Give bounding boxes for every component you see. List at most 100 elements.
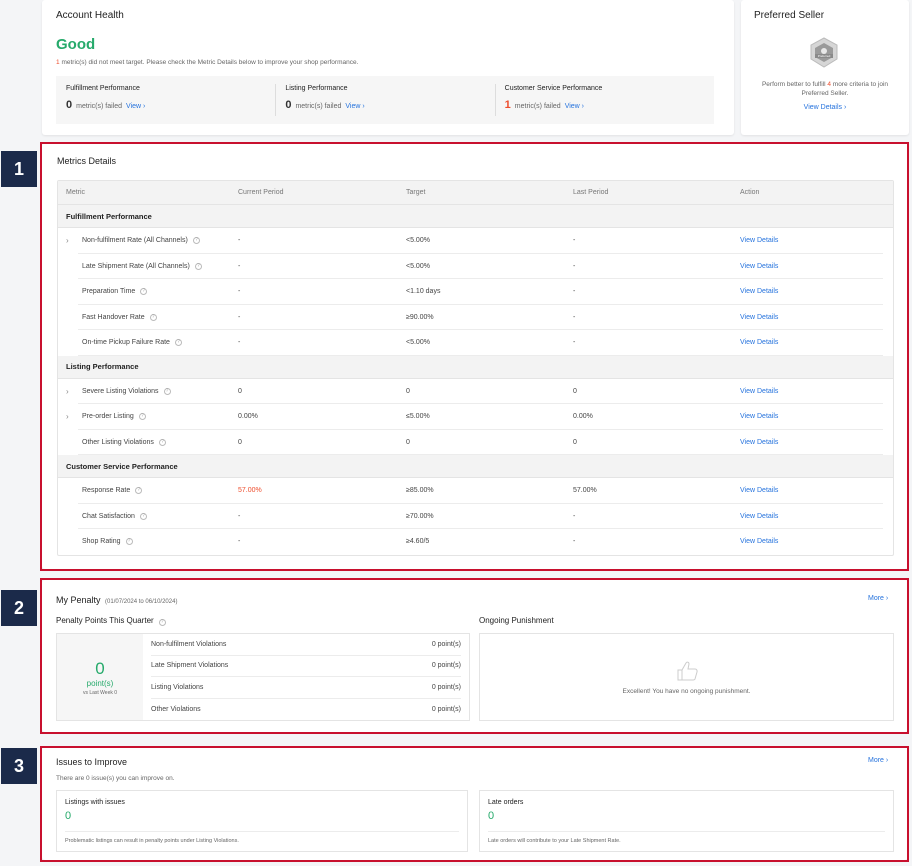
issue-card-listings[interactable]: Listings with issues 0 Problematic listi… bbox=[56, 790, 468, 852]
penalty-vs-text: vs Last Week 0 bbox=[82, 689, 118, 696]
target-cell: ≥85.00% bbox=[406, 487, 434, 495]
account-health-title: Account Health bbox=[56, 10, 124, 21]
issues-more-link[interactable]: More › bbox=[868, 757, 889, 764]
issue-card-title: Late orders bbox=[488, 799, 524, 806]
issues-card bbox=[42, 747, 908, 860]
preferred-seller-text: Perform better to fulfill 4 more criteri… bbox=[761, 81, 889, 97]
help-icon[interactable]: ? bbox=[139, 512, 147, 520]
help-icon[interactable]: ? bbox=[140, 288, 148, 296]
help-icon[interactable]: ? bbox=[135, 487, 143, 495]
metric-name-cell: Shop Rating? bbox=[58, 538, 238, 546]
ongoing-punishment-box: Excellent! You have no ongoing punishmen… bbox=[479, 633, 894, 721]
metric-name-cell: › Severe Listing Violations? bbox=[58, 387, 238, 396]
thumbs-up-icon bbox=[675, 660, 699, 682]
issue-card-title: Listings with issues bbox=[65, 799, 125, 806]
penalty-card bbox=[42, 580, 908, 732]
current-period-cell: - bbox=[238, 237, 241, 245]
account-health-card: Account Health Good 1 metric(s) did not … bbox=[42, 0, 734, 135]
metric-name-cell: Chat Satisfaction? bbox=[58, 512, 238, 520]
fulfillment-summary: Fulfillment Performance 0 metric(s) fail… bbox=[56, 76, 275, 124]
section-badge-2: 2 bbox=[1, 590, 37, 626]
account-health-status: Good bbox=[56, 36, 96, 53]
issue-card-note: Late orders will contribute to your Late… bbox=[488, 838, 621, 844]
view-details-link[interactable]: View Details bbox=[740, 538, 779, 546]
highlight-frame-3 bbox=[40, 746, 909, 862]
table-section-header: Customer Service Performance bbox=[58, 455, 893, 478]
preferred-view-details-link[interactable]: View Details › bbox=[803, 104, 847, 111]
target-cell: ≥90.00% bbox=[406, 313, 434, 321]
current-period-cell: - bbox=[238, 538, 241, 546]
chevron-right-icon[interactable]: › bbox=[66, 412, 69, 422]
penalty-row: Late Shipment Violations 0 point(s) bbox=[151, 656, 461, 677]
table-row: › Severe Listing Violations? 0 0 0 View Detai… bbox=[58, 379, 893, 405]
view-details-link[interactable]: View Details bbox=[740, 487, 779, 495]
metric-name-cell: › Pre-order Listing? bbox=[58, 412, 238, 421]
target-cell: 0 bbox=[406, 438, 410, 446]
help-icon[interactable]: ? bbox=[163, 387, 171, 395]
help-icon[interactable]: ? bbox=[194, 262, 202, 270]
issue-card-late-orders[interactable]: Late orders 0 Late orders will contribut… bbox=[479, 790, 894, 852]
view-details-link[interactable]: View Details bbox=[740, 262, 779, 270]
penalty-breakdown: Non-fulfilment Violations 0 point(s) Late… bbox=[143, 634, 469, 720]
preferred-seller-title: Preferred Seller bbox=[754, 10, 825, 21]
target-cell: <5.00% bbox=[406, 339, 430, 347]
view-fulfillment-link[interactable]: View › bbox=[126, 103, 146, 110]
view-details-link[interactable]: View Details bbox=[740, 438, 779, 446]
penalty-more-link[interactable]: More › bbox=[868, 595, 889, 602]
metric-name: Chat Satisfaction bbox=[82, 512, 135, 520]
chevron-right-icon[interactable]: › bbox=[66, 236, 69, 246]
view-details-link[interactable]: View Details bbox=[740, 339, 779, 347]
metric-name: On-time Pickup Failure Rate bbox=[82, 339, 170, 347]
help-icon[interactable]: ? bbox=[174, 339, 182, 347]
penalty-period: (01/07/2024 to 06/10/2024) bbox=[105, 599, 178, 605]
table-row: On-time Pickup Failure Rate? - <5.00% - View… bbox=[58, 330, 893, 356]
metric-name-cell: Response Rate? bbox=[58, 487, 238, 495]
metric-name: Preparation Time bbox=[82, 288, 136, 296]
help-icon[interactable]: ? bbox=[192, 237, 200, 245]
issue-card-note: Problematic listings can result in penal… bbox=[65, 838, 239, 844]
listing-summary: Listing Performance 0 metric(s) failed V… bbox=[275, 76, 494, 124]
current-period-cell: - bbox=[238, 512, 241, 520]
account-health-note-text: metric(s) did not meet target. Please ch… bbox=[61, 59, 359, 66]
target-cell: ≤5.00% bbox=[406, 413, 430, 421]
view-details-link[interactable]: View Details bbox=[740, 512, 779, 520]
penalty-title: My Penalty (01/07/2024 to 06/10/2024) bbox=[56, 595, 178, 605]
last-period-cell: - bbox=[573, 288, 576, 296]
table-section-header: Listing Performance bbox=[58, 355, 893, 379]
current-period-cell: 0 bbox=[238, 438, 242, 446]
failed-label: metric(s) failed bbox=[295, 103, 342, 110]
last-period-cell: 0 bbox=[573, 438, 577, 446]
metric-name: Pre-order Listing bbox=[82, 413, 134, 421]
help-icon[interactable]: ? bbox=[158, 619, 166, 626]
metric-name-cell: Late Shipment Rate (All Channels)? bbox=[58, 262, 238, 270]
view-details-link[interactable]: View Details bbox=[740, 413, 779, 421]
last-period-cell: - bbox=[573, 538, 576, 546]
customer-service-summary: Customer Service Performance 1 metric(s)… bbox=[494, 76, 714, 124]
current-period-cell: - bbox=[238, 262, 241, 270]
ongoing-title: Ongoing Punishment bbox=[479, 616, 554, 625]
failed-count: 1 bbox=[504, 99, 511, 111]
help-icon[interactable]: ? bbox=[158, 438, 166, 446]
help-icon[interactable]: ? bbox=[149, 313, 157, 321]
help-icon[interactable]: ? bbox=[125, 538, 133, 546]
view-customer-service-link[interactable]: View › bbox=[564, 103, 585, 110]
view-details-link[interactable]: View Details bbox=[740, 288, 779, 296]
penalty-points-unit: point(s) bbox=[86, 678, 114, 688]
view-listing-link[interactable]: View › bbox=[345, 103, 365, 110]
penalty-points-value: 0 bbox=[95, 658, 105, 678]
view-details-link[interactable]: View Details bbox=[740, 313, 779, 321]
last-period-cell: - bbox=[573, 313, 576, 321]
table-row: Chat Satisfaction? - ≥70.00% - View Details bbox=[58, 504, 893, 530]
table-row: Late Shipment Rate (All Channels)? - <5.00… bbox=[58, 254, 893, 280]
issues-subtitle: There are 0 issue(s) you can improve on. bbox=[56, 775, 175, 782]
help-icon[interactable]: ? bbox=[138, 413, 146, 421]
table-row: › Pre-order Listing? 0.00% ≤5.00% 0.00% View … bbox=[58, 404, 893, 430]
view-details-link[interactable]: View Details bbox=[740, 387, 779, 395]
view-details-link[interactable]: View Details bbox=[740, 237, 779, 245]
metric-name: Non-fulfilment Rate (All Channels) bbox=[82, 237, 188, 245]
chevron-right-icon[interactable]: › bbox=[66, 386, 69, 396]
metric-name: Severe Listing Violations bbox=[82, 387, 159, 395]
target-cell: <5.00% bbox=[406, 262, 430, 270]
last-period-cell: - bbox=[573, 262, 576, 270]
target-cell: <5.00% bbox=[406, 237, 430, 245]
